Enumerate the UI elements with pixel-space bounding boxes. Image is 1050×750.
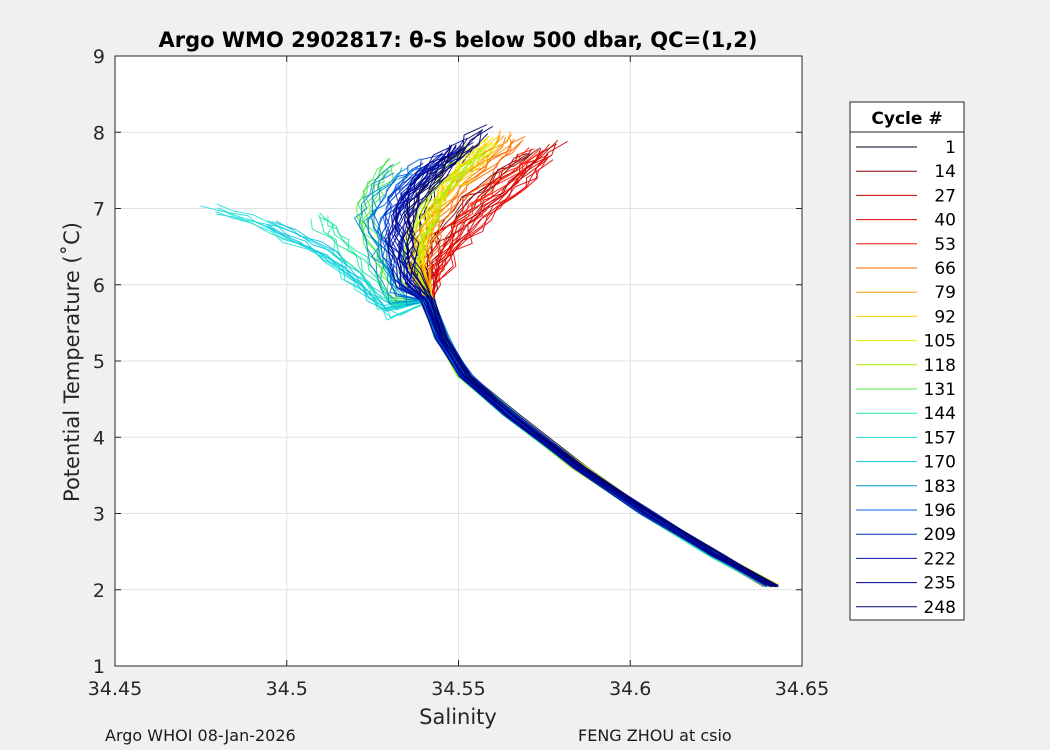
profile-line <box>407 133 776 588</box>
profile-line <box>387 146 770 587</box>
legend-label: 40 <box>934 211 956 231</box>
legend-label: 248 <box>924 598 956 618</box>
profile-lines <box>200 124 780 588</box>
legend-label: 196 <box>924 501 956 521</box>
axis-ticks: 34.45 34.5 34.55 34.6 34.65 1 2 3 4 5 6 7 8 9 <box>88 46 829 700</box>
y-tick-label: 8 <box>93 122 105 144</box>
x-tick-label: 34.55 <box>431 678 485 700</box>
legend-label: 105 <box>924 332 956 352</box>
legend-label: 209 <box>924 525 956 545</box>
legend-label: 144 <box>924 404 956 424</box>
y-tick-label: 1 <box>93 656 105 678</box>
legend-label: 157 <box>924 428 956 448</box>
legend-title: Cycle # <box>871 109 942 129</box>
x-tick-label: 34.45 <box>88 678 142 700</box>
y-tick-label: 9 <box>93 46 105 68</box>
y-tick-label: 5 <box>93 351 105 373</box>
x-axis-label: Salinity <box>419 705 497 729</box>
profile-line <box>387 152 767 586</box>
legend-label: 79 <box>934 283 956 303</box>
legend-label: 1 <box>945 138 956 158</box>
legend-entries: 1 14 27 40 53 66 79 92 105 118 131 144 157 170 183 196 2… <box>856 138 956 618</box>
y-tick-label: 3 <box>93 504 105 526</box>
footer-right-credit: FENG ZHOU at csio <box>578 726 732 745</box>
profile-line <box>393 145 771 586</box>
legend: Cycle # 1 14 27 40 53 66 79 92 105 118 131 144 157 17… <box>849 101 965 621</box>
legend-label: 66 <box>934 259 956 279</box>
legend-label: 92 <box>934 307 956 327</box>
footer-left-credit: Argo WHOI 08-Jan-2026 <box>105 726 296 745</box>
legend-label: 183 <box>924 477 956 497</box>
profile-line <box>406 124 774 587</box>
legend-label: 235 <box>924 574 956 594</box>
legend-label: 222 <box>924 549 956 569</box>
legend-label: 131 <box>924 380 956 400</box>
y-tick-label: 2 <box>93 580 105 602</box>
chart-title: Argo WMO 2902817: θ-S below 500 dbar, QC… <box>159 28 758 52</box>
legend-label: 170 <box>924 453 956 473</box>
legend-label: 53 <box>934 235 956 255</box>
y-tick-label: 7 <box>93 199 105 221</box>
legend-label: 27 <box>934 186 956 206</box>
legend-label: 118 <box>924 356 956 376</box>
legend-box <box>849 101 965 621</box>
x-tick-label: 34.5 <box>266 678 308 700</box>
legend-label: 14 <box>934 162 956 182</box>
y-tick-label: 4 <box>93 427 105 449</box>
x-tick-label: 34.65 <box>775 678 829 700</box>
y-tick-label: 6 <box>93 275 105 297</box>
x-tick-label: 34.6 <box>609 678 651 700</box>
y-axis-label: Potential Temperature (˚C) <box>60 222 84 502</box>
profile-line <box>406 132 778 586</box>
